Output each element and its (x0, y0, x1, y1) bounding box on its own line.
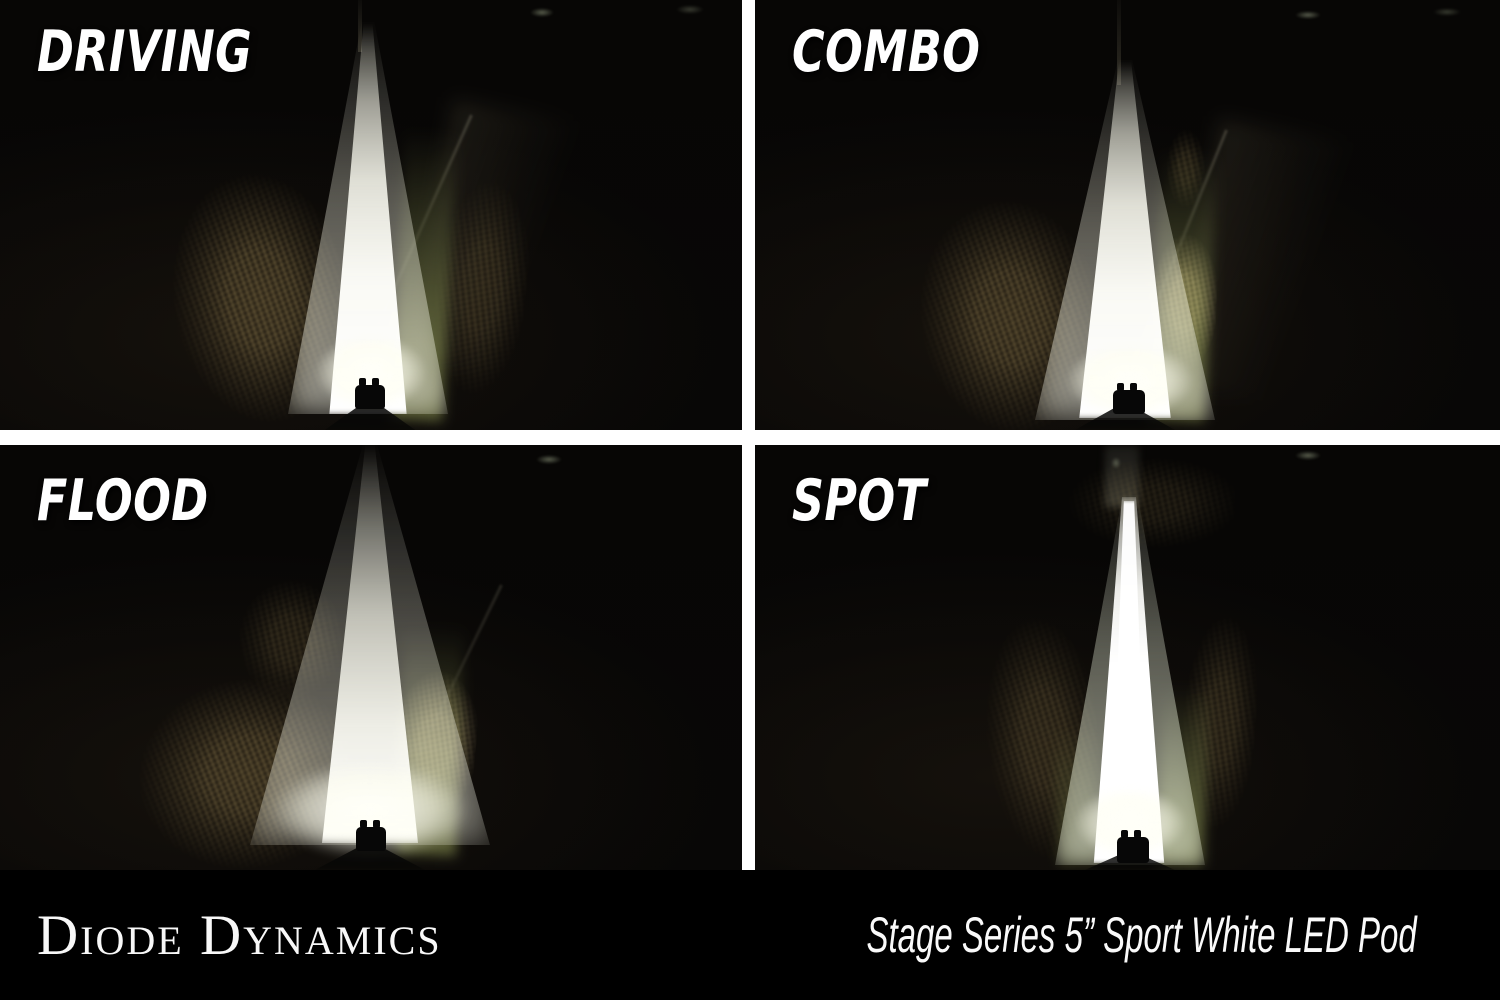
panel-label-combo: COMBO (792, 19, 981, 85)
photo-panel-spot: SPOT (755, 445, 1500, 870)
led-pod-silhouette (356, 820, 386, 851)
distant-light (1295, 11, 1321, 19)
led-pod-silhouette (1117, 830, 1149, 863)
panel-label-spot: SPOT (792, 468, 927, 534)
led-pod-silhouette (355, 378, 385, 409)
distant-light (1433, 8, 1461, 16)
distant-light (536, 455, 562, 464)
photo-panel-driving: DRIVING (0, 0, 742, 430)
pole-light (1111, 457, 1121, 469)
distant-light (1295, 451, 1321, 460)
vegetation-left-upper (230, 563, 342, 703)
distant-light (676, 5, 704, 14)
photo-panel-flood: FLOOD (0, 445, 742, 870)
fence-post (1117, 0, 1121, 85)
photo-panel-combo: COMBO (755, 0, 1500, 430)
footer-bar: Diode Dynamics Stage Series 5” Sport Whi… (0, 870, 1500, 1000)
brand-logo-text: Diode Dynamics (37, 903, 442, 967)
distant-light (530, 8, 554, 17)
panel-label-flood: FLOOD (37, 468, 209, 534)
led-pod-silhouette (1113, 383, 1145, 414)
product-name: Stage Series 5” Sport White LED Pod (866, 907, 1417, 963)
vegetation-distant (1055, 445, 1235, 550)
fence-post (358, 0, 362, 52)
panel-label-driving: DRIVING (37, 19, 253, 85)
grid-divider-vertical (742, 0, 755, 870)
